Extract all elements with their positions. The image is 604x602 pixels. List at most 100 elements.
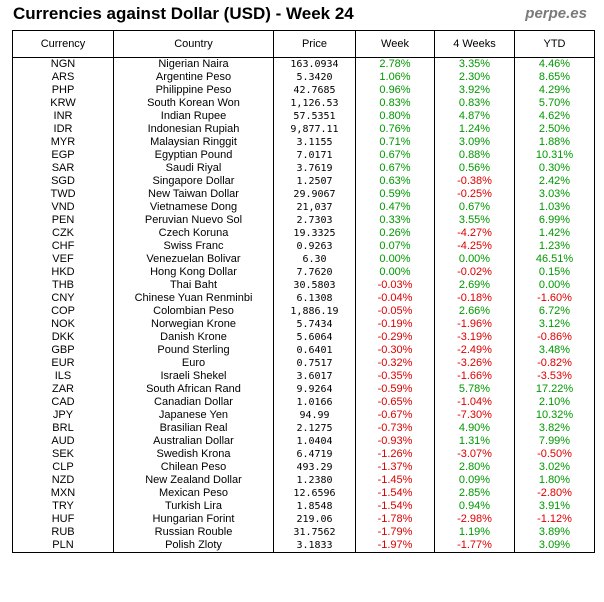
ytd-change-cell: 3.91% <box>514 500 595 513</box>
week-change-cell: 0.63% <box>355 175 435 188</box>
country-name-cell: Brasilian Real <box>113 422 274 435</box>
table-row: KRW South Korean Won 1,126.53 0.83% 0.83% 5.7… <box>12 97 595 110</box>
table-row: VEF Venezuelan Bolivar 6.30 0.00% 0.00% 46.51… <box>12 253 595 266</box>
table-row: BRL Brasilian Real 2.1275 -0.73% 4.90% 3.82% <box>12 422 595 435</box>
table-row: NZD New Zealand Dollar 1.2380 -1.45% 0.09% 1.… <box>12 474 595 487</box>
table-row: AUD Australian Dollar 1.0404 -0.93% 1.31% 7.9… <box>12 435 595 448</box>
price-cell: 0.7517 <box>273 357 356 370</box>
ytd-change-cell: 0.30% <box>514 162 595 175</box>
country-name-cell: Canadian Dollar <box>113 396 274 409</box>
currency-code-cell: IDR <box>12 123 114 136</box>
country-name-cell: Malaysian Ringgit <box>113 136 274 149</box>
four-week-change-cell: -0.18% <box>434 292 515 305</box>
ytd-change-cell: 17.22% <box>514 383 595 396</box>
ytd-change-cell: 1.23% <box>514 240 595 253</box>
table-row: PLN Polish Zloty 3.1833 -1.97% -1.77% 3.09% <box>12 539 595 553</box>
week-change-cell: 0.33% <box>355 214 435 227</box>
column-header-4-weeks: 4 Weeks <box>434 30 515 58</box>
week-change-cell: 0.47% <box>355 201 435 214</box>
four-week-change-cell: 0.09% <box>434 474 515 487</box>
currency-code-cell: DKK <box>12 331 114 344</box>
country-name-cell: Israeli Shekel <box>113 370 274 383</box>
week-change-cell: 0.59% <box>355 188 435 201</box>
country-name-cell: Chinese Yuan Renminbi <box>113 292 274 305</box>
table-row: INR Indian Rupee 57.5351 0.80% 4.87% 4.62% <box>12 110 595 123</box>
ytd-change-cell: 3.12% <box>514 318 595 331</box>
week-change-cell: 0.07% <box>355 240 435 253</box>
four-week-change-cell: 1.31% <box>434 435 515 448</box>
price-cell: 3.1833 <box>273 539 356 553</box>
week-change-cell: -1.79% <box>355 526 435 539</box>
currency-code-cell: NGN <box>12 57 114 71</box>
four-week-change-cell: 3.92% <box>434 84 515 97</box>
week-change-cell: -0.19% <box>355 318 435 331</box>
four-week-change-cell: 2.30% <box>434 71 515 84</box>
four-week-change-cell: -0.25% <box>434 188 515 201</box>
week-change-cell: -0.29% <box>355 331 435 344</box>
price-cell: 1.2380 <box>273 474 356 487</box>
table-row: MYR Malaysian Ringgit 3.1155 0.71% 3.09% 1.88… <box>12 136 595 149</box>
country-name-cell: Swedish Krona <box>113 448 274 461</box>
ytd-change-cell: 4.29% <box>514 84 595 97</box>
currency-code-cell: JPY <box>12 409 114 422</box>
week-change-cell: 1.06% <box>355 71 435 84</box>
four-week-change-cell: 4.90% <box>434 422 515 435</box>
country-name-cell: New Taiwan Dollar <box>113 188 274 201</box>
currency-code-cell: EUR <box>12 357 114 370</box>
ytd-change-cell: 10.31% <box>514 149 595 162</box>
table-row: PHP Philippine Peso 42.7685 0.96% 3.92% 4.29% <box>12 84 595 97</box>
ytd-change-cell: -3.53% <box>514 370 595 383</box>
currency-code-cell: MXN <box>12 487 114 500</box>
column-header-price: Price <box>273 30 356 58</box>
country-name-cell: Singapore Dollar <box>113 175 274 188</box>
currency-code-cell: PHP <box>12 84 114 97</box>
week-change-cell: 0.83% <box>355 97 435 110</box>
country-name-cell: Euro <box>113 357 274 370</box>
table-row: GBP Pound Sterling 0.6401 -0.30% -2.49% 3.48% <box>12 344 595 357</box>
price-cell: 94.99 <box>273 409 356 422</box>
table-row: TRY Turkish Lira 1.8548 -1.54% 0.94% 3.91% <box>12 500 595 513</box>
four-week-change-cell: 0.00% <box>434 253 515 266</box>
price-cell: 219.06 <box>273 513 356 526</box>
currency-code-cell: VND <box>12 201 114 214</box>
country-name-cell: Indonesian Rupiah <box>113 123 274 136</box>
price-cell: 3.7619 <box>273 162 356 175</box>
price-cell: 1,886.19 <box>273 305 356 318</box>
country-name-cell: Danish Krone <box>113 331 274 344</box>
price-cell: 12.6596 <box>273 487 356 500</box>
four-week-change-cell: 2.69% <box>434 279 515 292</box>
country-name-cell: Argentine Peso <box>113 71 274 84</box>
week-change-cell: -1.54% <box>355 487 435 500</box>
currency-code-cell: HKD <box>12 266 114 279</box>
table-row: EUR Euro 0.7517 -0.32% -3.26% -0.82% <box>12 357 595 370</box>
ytd-change-cell: 3.09% <box>514 539 595 553</box>
currency-code-cell: ARS <box>12 71 114 84</box>
price-cell: 1,126.53 <box>273 97 356 110</box>
table-row: PEN Peruvian Nuevo Sol 2.7303 0.33% 3.55% 6.9… <box>12 214 595 227</box>
currency-code-cell: MYR <box>12 136 114 149</box>
table-row: TWD New Taiwan Dollar 29.9067 0.59% -0.25% 3.… <box>12 188 595 201</box>
ytd-change-cell: 2.50% <box>514 123 595 136</box>
ytd-change-cell: 2.10% <box>514 396 595 409</box>
country-name-cell: Turkish Lira <box>113 500 274 513</box>
currency-code-cell: GBP <box>12 344 114 357</box>
ytd-change-cell: -2.80% <box>514 487 595 500</box>
price-cell: 6.30 <box>273 253 356 266</box>
four-week-change-cell: -7.30% <box>434 409 515 422</box>
four-week-change-cell: -0.38% <box>434 175 515 188</box>
table-row: HKD Hong Kong Dollar 7.7620 0.00% -0.02% 0.15… <box>12 266 595 279</box>
four-week-change-cell: -3.19% <box>434 331 515 344</box>
week-change-cell: 2.78% <box>355 57 435 71</box>
week-change-cell: -0.32% <box>355 357 435 370</box>
ytd-change-cell: 7.99% <box>514 435 595 448</box>
four-week-change-cell: 0.88% <box>434 149 515 162</box>
price-cell: 1.0166 <box>273 396 356 409</box>
table-row: THB Thai Baht 30.5803 -0.03% 2.69% 0.00% <box>12 279 595 292</box>
four-week-change-cell: -4.27% <box>434 227 515 240</box>
currency-code-cell: PLN <box>12 539 114 553</box>
table-row: CNY Chinese Yuan Renminbi 6.1308 -0.04% -0.1… <box>12 292 595 305</box>
table-row: CHF Swiss Franc 0.9263 0.07% -4.25% 1.23% <box>12 240 595 253</box>
table-row: CZK Czech Koruna 19.3325 0.26% -4.27% 1.42% <box>12 227 595 240</box>
country-name-cell: South African Rand <box>113 383 274 396</box>
currency-code-cell: SEK <box>12 448 114 461</box>
